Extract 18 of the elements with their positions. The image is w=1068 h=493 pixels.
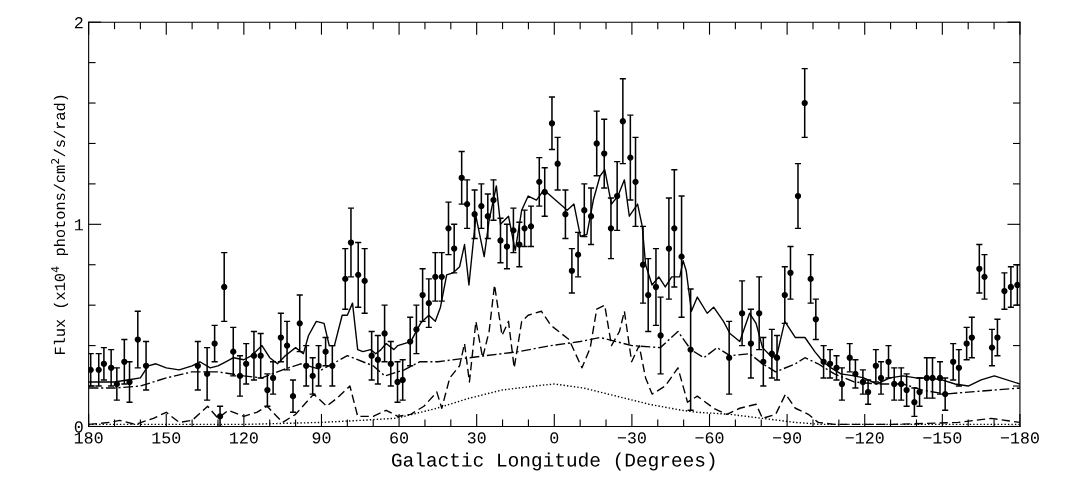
x-tick-label: −90 — [773, 432, 802, 444]
x-tick-label: 150 — [152, 432, 181, 444]
x-tick-label: −150 — [923, 432, 962, 444]
x-tick-label: 180 — [74, 432, 103, 444]
x-tick-label: −60 — [695, 432, 724, 444]
y-tick-label: 0 — [74, 421, 83, 433]
x-tick-label: 90 — [312, 432, 331, 444]
x-tick-label: −30 — [617, 432, 646, 444]
y-tick-label: 2 — [74, 17, 83, 29]
x-tick-label: 30 — [467, 432, 486, 444]
x-axis-title: Galactic Longitude (Degrees) — [391, 452, 715, 471]
x-tick-label: −120 — [845, 432, 884, 444]
x-tick-label: −180 — [1000, 432, 1039, 444]
x-tick-label: 60 — [390, 432, 409, 444]
y-axis-title: Flux (x10$^{4}$ photons/cm$^{2}$/s/rad) — [51, 95, 69, 355]
y-tick-label: 1 — [74, 219, 83, 231]
x-tick-label: 0 — [550, 432, 559, 444]
x-tick-label: 120 — [230, 432, 258, 444]
